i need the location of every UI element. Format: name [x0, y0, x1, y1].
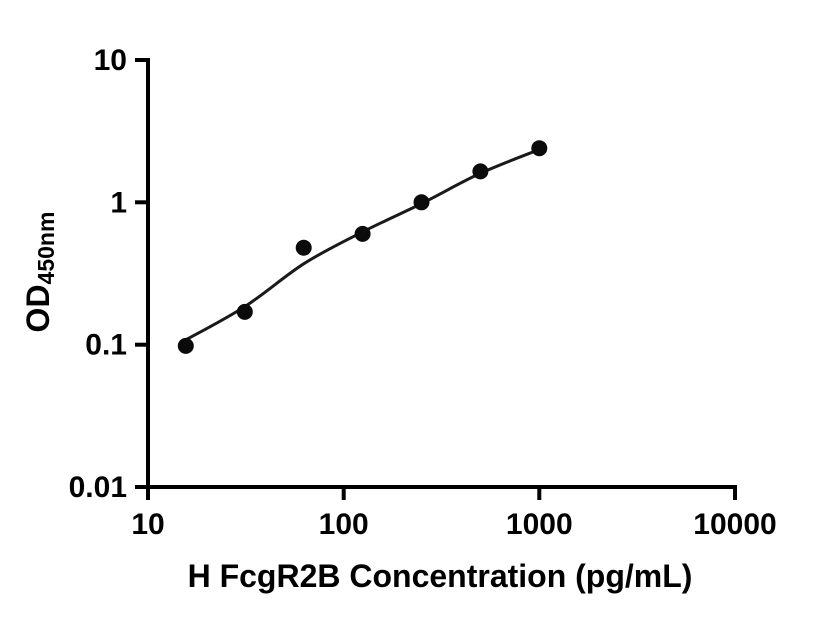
- x-tick-label: 100: [319, 508, 369, 541]
- x-axis-title: H FcgR2B Concentration (pg/mL): [187, 558, 693, 594]
- y-tick-label: 10: [94, 44, 127, 77]
- data-point: [413, 194, 430, 211]
- data-point: [177, 337, 194, 354]
- x-tick-label: 1000: [506, 508, 573, 541]
- data-point: [472, 163, 489, 180]
- axis-spines: [146, 58, 737, 489]
- data-point: [531, 140, 548, 157]
- fit-curve: [181, 148, 540, 344]
- y-axis-title-subscript: 450nm: [32, 211, 59, 285]
- x-tick-label: 10: [131, 508, 164, 541]
- y-tick-label: 0.01: [69, 471, 127, 504]
- y-tick-label: 1: [110, 186, 127, 219]
- y-axis-title-base: OD: [20, 284, 56, 333]
- y-axis-title: OD450nm: [16, 122, 60, 422]
- data-point: [236, 303, 253, 320]
- data-point: [295, 239, 312, 256]
- x-tick-label: 10000: [693, 508, 776, 541]
- data-point: [354, 225, 371, 242]
- y-tick-label: 0.1: [85, 329, 127, 362]
